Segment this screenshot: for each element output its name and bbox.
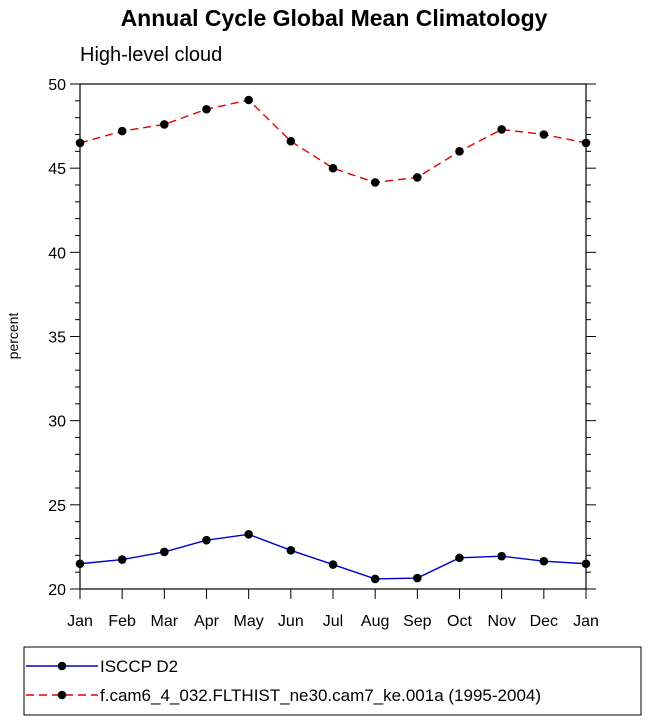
series-1-point [328, 163, 338, 173]
series-1-point [286, 136, 296, 146]
series-0-point [370, 574, 380, 584]
x-tick-label: Nov [487, 613, 515, 630]
x-tick-label: Apr [194, 613, 220, 630]
legend-box [23, 646, 642, 716]
y-axis-label: percent [5, 313, 21, 360]
y-tick-label: 40 [48, 245, 66, 262]
y-tick-label: 35 [48, 330, 66, 347]
legend: ISCCP D2 f.cam6_4_032.FLTHIST_ne30.cam7_k… [26, 657, 541, 705]
series-0-point [286, 545, 296, 555]
x-tick-label: Mar [151, 613, 179, 630]
y-tick-label: 25 [48, 498, 66, 515]
legend-marker-1 [57, 690, 67, 700]
x-tick-label: May [234, 613, 264, 630]
series-1-point [75, 138, 85, 148]
x-tick-label: Aug [361, 613, 389, 630]
y-tick-label: 20 [48, 582, 66, 599]
legend-label-1: f.cam6_4_032.FLTHIST_ne30.cam7_ke.001a (… [100, 686, 541, 705]
x-tick-label: Jan [573, 613, 599, 630]
series-1-point [117, 126, 127, 136]
chart-subtitle: High-level cloud [80, 44, 222, 66]
series-1-point [539, 130, 549, 139]
x-tick-label: Dec [530, 613, 558, 630]
series-0-point [328, 560, 338, 569]
series-1-point [497, 125, 506, 134]
y-tick-label: 45 [48, 161, 66, 178]
series-1-point [455, 147, 464, 156]
series-1-point [244, 95, 253, 105]
series-layer [75, 95, 591, 584]
y-axis-ticks: 20 25 30 35 40 45 50 [48, 77, 596, 599]
x-axis-ticks: Jan Feb Mar Apr May Jun Jul Aug Sep Oct Nov Dec Jan [67, 589, 599, 630]
x-tick-label: Oct [447, 613, 472, 630]
y-tick-label: 50 [48, 77, 66, 94]
x-tick-label: Feb [108, 613, 136, 630]
series-0-point [497, 551, 506, 561]
series-1-point [413, 173, 422, 182]
plot-frame [79, 83, 587, 590]
series-0-point [455, 553, 464, 563]
series-0-point [244, 529, 253, 539]
legend-label-0: ISCCP D2 [100, 657, 178, 676]
x-tick-label: Sep [403, 613, 432, 630]
x-tick-label: Jun [278, 613, 304, 630]
x-tick-label: Jul [323, 613, 343, 630]
legend-marker-0 [57, 661, 67, 671]
series-1-point [160, 120, 169, 129]
series-0-point [413, 573, 422, 583]
series-1-point [581, 138, 591, 148]
y-tick-label: 30 [48, 414, 66, 431]
x-tick-label: Jan [67, 613, 93, 630]
series-0-point [75, 559, 85, 569]
series-1-point [202, 104, 211, 114]
series-0-point [581, 559, 591, 569]
series-0-point [117, 555, 127, 564]
series-0-point [539, 556, 549, 566]
series-line-0 [79, 533, 587, 580]
chart-title: Annual Cycle Global Mean Climatology [121, 5, 548, 31]
series-1-point [370, 178, 380, 187]
series-0-point [160, 547, 169, 557]
series-0-point [202, 535, 211, 545]
